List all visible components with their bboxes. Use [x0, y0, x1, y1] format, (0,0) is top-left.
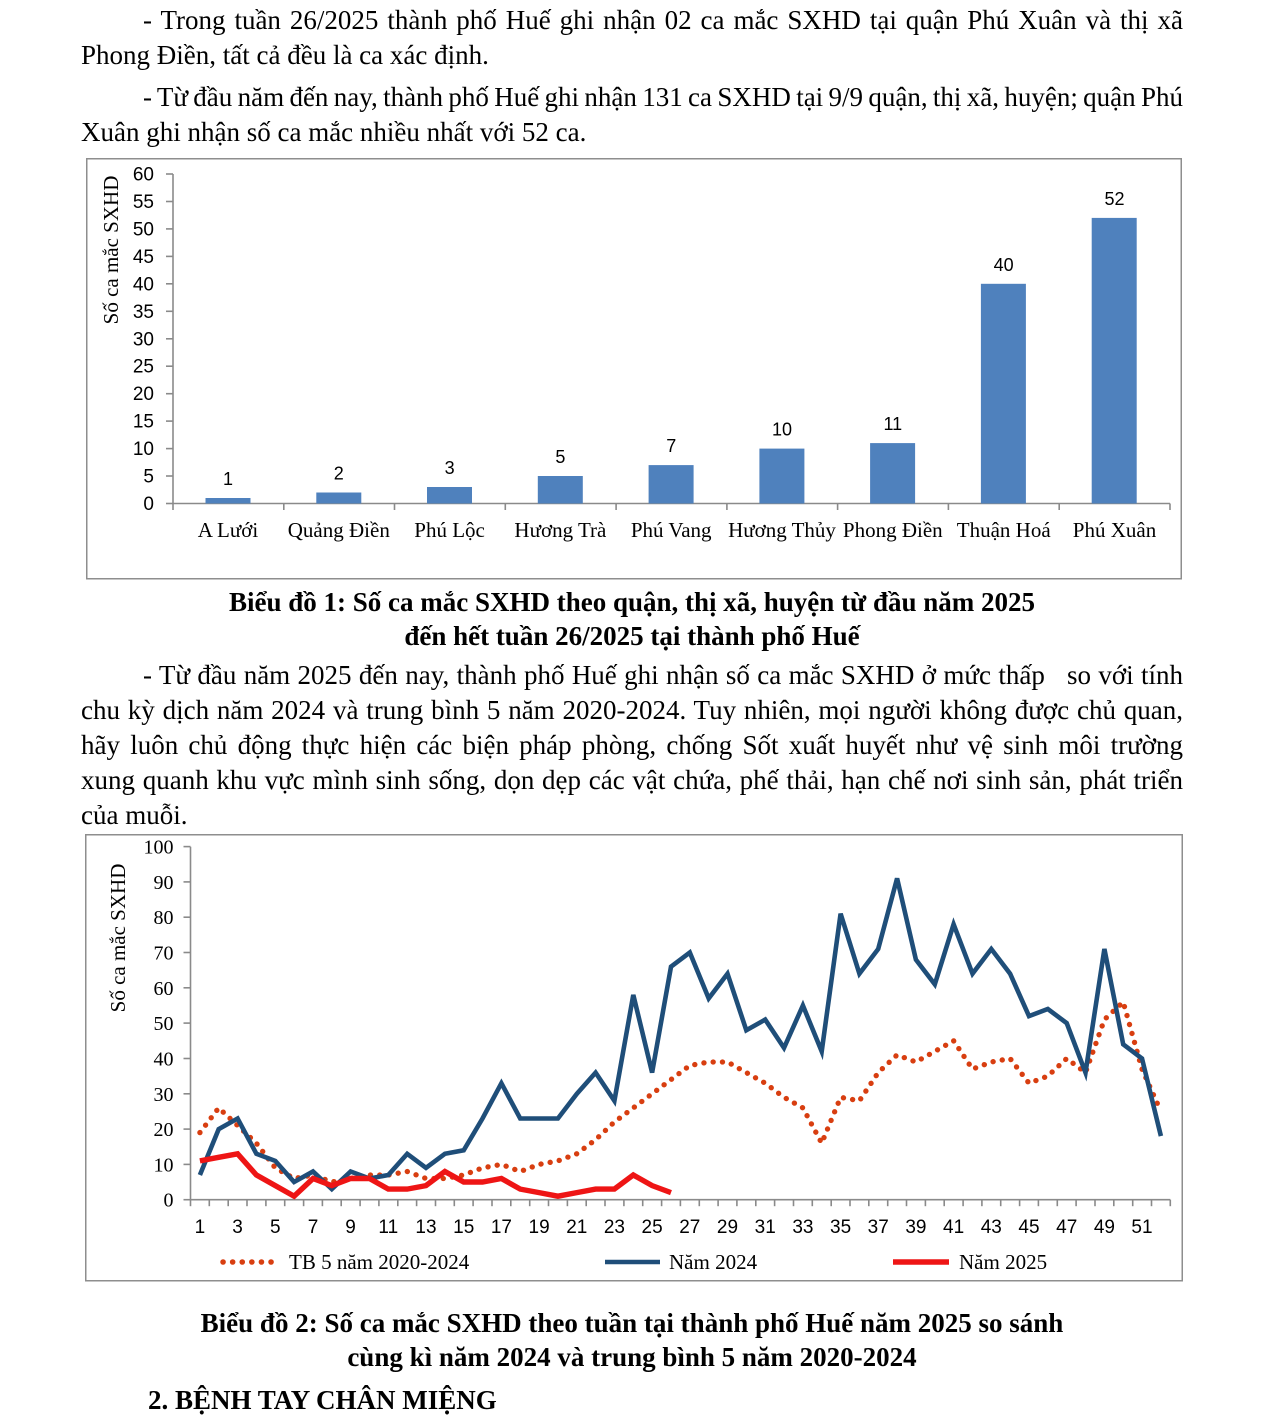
svg-text:50: 50	[154, 1013, 174, 1035]
svg-text:50: 50	[133, 219, 154, 240]
svg-text:45: 45	[1018, 1217, 1039, 1238]
svg-text:15: 15	[133, 412, 154, 433]
svg-text:7: 7	[308, 1217, 319, 1238]
svg-text:10: 10	[772, 420, 792, 440]
svg-text:35: 35	[133, 302, 154, 323]
svg-text:47: 47	[1056, 1217, 1077, 1238]
svg-text:2: 2	[334, 464, 344, 484]
svg-text:5: 5	[143, 467, 154, 488]
svg-text:1: 1	[195, 1217, 206, 1238]
svg-text:30: 30	[154, 1084, 174, 1106]
svg-text:20: 20	[154, 1119, 174, 1141]
svg-text:Số ca mắc SXHD: Số ca mắc SXHD	[106, 864, 130, 1013]
svg-text:Hương Thủy: Hương Thủy	[728, 518, 836, 542]
svg-text:15: 15	[453, 1217, 474, 1238]
svg-text:0: 0	[164, 1190, 174, 1212]
svg-text:80: 80	[154, 907, 174, 929]
svg-text:Số ca mắc SXHD: Số ca mắc SXHD	[99, 176, 123, 325]
svg-text:0: 0	[143, 494, 154, 515]
svg-text:70: 70	[154, 943, 174, 965]
svg-text:Phú Vang: Phú Vang	[631, 518, 712, 542]
svg-text:Phú Lộc: Phú Lộc	[414, 518, 485, 542]
svg-text:Phong Điền: Phong Điền	[843, 518, 943, 542]
svg-text:Quảng Điền: Quảng Điền	[288, 518, 391, 542]
svg-text:40: 40	[154, 1049, 174, 1071]
svg-text:13: 13	[415, 1217, 436, 1238]
svg-text:40: 40	[133, 274, 154, 295]
svg-text:25: 25	[133, 357, 154, 378]
svg-text:90: 90	[154, 872, 174, 894]
svg-text:33: 33	[792, 1217, 813, 1238]
svg-text:20: 20	[133, 384, 154, 405]
svg-text:29: 29	[717, 1217, 738, 1238]
svg-text:Thuận Hoá: Thuận Hoá	[957, 518, 1052, 542]
svg-text:31: 31	[755, 1217, 776, 1238]
svg-text:35: 35	[830, 1217, 851, 1238]
svg-text:10: 10	[154, 1154, 174, 1176]
svg-text:25: 25	[642, 1217, 663, 1238]
svg-text:1: 1	[223, 469, 233, 489]
svg-text:A Lưới: A Lưới	[198, 518, 259, 542]
svg-text:100: 100	[144, 837, 174, 859]
svg-text:30: 30	[133, 329, 154, 350]
svg-text:21: 21	[566, 1217, 587, 1238]
svg-text:11: 11	[378, 1217, 398, 1238]
svg-text:5: 5	[270, 1217, 281, 1238]
svg-text:11: 11	[883, 414, 902, 434]
svg-text:3: 3	[232, 1217, 243, 1238]
svg-text:60: 60	[133, 165, 154, 186]
svg-text:45: 45	[133, 247, 154, 268]
svg-text:60: 60	[154, 978, 174, 1000]
svg-text:27: 27	[679, 1217, 700, 1238]
svg-text:3: 3	[445, 458, 455, 478]
svg-text:41: 41	[943, 1217, 964, 1238]
svg-text:49: 49	[1094, 1217, 1115, 1238]
svg-text:Hương Trà: Hương Trà	[514, 518, 607, 542]
svg-text:43: 43	[981, 1217, 1002, 1238]
svg-text:23: 23	[604, 1217, 625, 1238]
svg-text:17: 17	[491, 1217, 512, 1238]
svg-text:9: 9	[345, 1217, 356, 1238]
svg-text:55: 55	[133, 192, 154, 213]
svg-text:5: 5	[555, 447, 565, 467]
svg-text:39: 39	[905, 1217, 926, 1238]
svg-text:52: 52	[1104, 189, 1124, 209]
svg-text:Phú Xuân: Phú Xuân	[1073, 518, 1157, 542]
svg-text:19: 19	[529, 1217, 550, 1238]
svg-text:Năm 2024: Năm 2024	[669, 1250, 758, 1274]
svg-text:Năm 2025: Năm 2025	[959, 1250, 1047, 1274]
svg-text:37: 37	[868, 1217, 889, 1238]
svg-text:7: 7	[666, 436, 676, 456]
svg-text:10: 10	[133, 439, 154, 460]
svg-text:51: 51	[1131, 1217, 1152, 1238]
svg-text:40: 40	[994, 255, 1014, 275]
svg-text:TB 5 năm 2020-2024: TB 5 năm 2020-2024	[289, 1250, 470, 1274]
